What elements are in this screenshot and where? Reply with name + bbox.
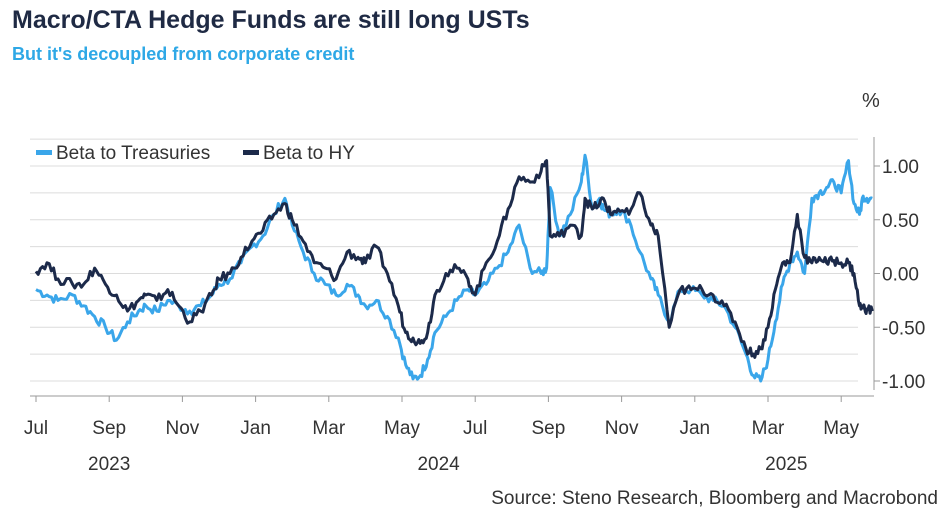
y-tick-label: -1.00	[882, 372, 925, 393]
x-tick-label: Jul	[24, 418, 48, 439]
x-tick-label: Jan	[240, 418, 271, 439]
gridlines	[30, 138, 858, 382]
x-tick-label: Sep	[92, 418, 126, 439]
legend: Beta to Treasuries Beta to HY	[36, 143, 355, 164]
year-label: 2025	[765, 454, 807, 475]
year-label: 2024	[417, 454, 460, 475]
x-tick-label: Sep	[531, 418, 565, 439]
series-line-hy	[34, 159, 874, 359]
source-note: Source: Steno Research, Bloomberg and Ma…	[491, 488, 938, 509]
year-label: 2023	[88, 454, 130, 475]
chart-title: Macro/CTA Hedge Funds are still long UST…	[12, 6, 530, 34]
x-tick-label: May	[823, 418, 859, 439]
x-tick-label: Mar	[312, 418, 345, 439]
x-tick-label: May	[384, 418, 420, 439]
x-tick-label: Nov	[166, 418, 200, 439]
chart: 1.00 0.50 0.00 -0.50 -1.00 Jul Sep Nov Jan Mar Ma…	[24, 137, 925, 475]
legend-swatch-hy	[243, 150, 259, 155]
y-tick-label: 0.00	[882, 265, 919, 286]
y-axis-unit: %	[862, 90, 880, 112]
legend-label-treasuries: Beta to Treasuries	[56, 143, 210, 164]
series-line-treasuries	[35, 153, 873, 383]
legend-swatch-treasuries	[36, 150, 52, 155]
x-tick-label: Jul	[463, 418, 487, 439]
x-axis: Jul Sep Nov Jan Mar May Jul Sep Nov Jan Mar May 2023…	[24, 395, 874, 475]
y-axis-ticks: 1.00 0.50 0.00 -0.50 -1.00	[873, 137, 925, 393]
x-tick-label: Nov	[605, 418, 639, 439]
y-tick-label: -0.50	[882, 318, 925, 339]
series-lines	[34, 153, 874, 383]
chart-subtitle: But it's decoupled from corporate credit	[12, 44, 355, 64]
legend-label-hy: Beta to HY	[263, 143, 355, 164]
x-tick-label: Jan	[679, 418, 710, 439]
x-tick-label: Mar	[752, 418, 785, 439]
y-tick-label: 0.50	[882, 211, 919, 232]
y-tick-label: 1.00	[882, 157, 919, 178]
